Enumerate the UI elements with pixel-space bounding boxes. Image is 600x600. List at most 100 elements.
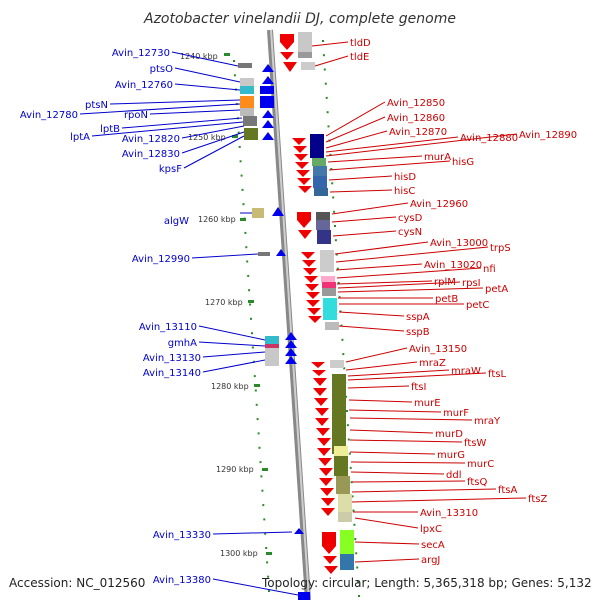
tick-label: 1240 kbp [180,52,218,61]
guide-dot [266,561,269,564]
gene-label-right: Avin_12860 [387,113,445,124]
gene-label-right: Avin_12850 [387,98,445,109]
guide-dot [337,281,340,284]
guide-dot [247,274,250,277]
guide-dot [322,40,324,42]
guide-dot [356,566,359,569]
gene-label-right: Avin_12960 [410,199,468,210]
gene-label-left: Avin_12830 [122,149,180,160]
guide-dot [242,203,245,206]
gene-label-right: Avin_13150 [409,344,467,355]
guide-dot [355,552,358,555]
gene-label-right: ftsZ [528,494,547,505]
accession-text: Accession: NC_012560 [9,576,145,590]
guide-dot [324,82,327,85]
genome-title: Azotobacter vinelandii DJ, complete geno… [143,11,456,27]
guide-dot [346,424,349,427]
gene-label-right: hisD [394,172,416,183]
guide-dot [326,111,329,114]
gene-label-left: lptB [100,124,120,135]
guide-dot [346,410,348,412]
gene-label-left: Avin_12760 [115,80,173,91]
gene-label-right: cysD [398,213,423,224]
guide-dot [349,466,352,469]
gene-label-right: Avin_12890 [519,130,577,141]
guide-dot [259,461,262,464]
guide-dot [334,239,337,242]
gene-label-right: murF [443,408,469,419]
guide-dot [336,267,339,270]
guide-dot [233,74,236,77]
guide-dot [341,338,344,341]
gene-label-left: Avin_12780 [20,110,78,121]
gene-label-right: mraY [474,416,501,427]
guide-dot [233,60,235,62]
gene-label-right: secA [421,540,445,551]
gene-label-right: lpxC [420,524,442,535]
guide-dot [245,246,248,249]
guide-dot [358,595,360,597]
gene-label-right: hisC [394,186,415,197]
gene-label-right: tldD [350,38,371,49]
gene-label-right: cysN [398,227,422,238]
guide-dot [339,310,342,313]
guide-dot [253,375,256,378]
guide-dot [327,125,330,128]
guide-dot [345,395,348,398]
guide-dot [268,590,270,592]
gene-label-right: Avin_12870 [389,127,447,138]
guide-dot [338,296,341,299]
gene-label-left: Avin_12990 [132,254,190,265]
gene-label-right: nfi [483,264,496,275]
reverse-arrow-stack [292,138,338,574]
gene-label-right: sspA [406,312,430,323]
gene-label-right: ftsA [498,485,517,496]
guide-dot [332,196,335,199]
gene-label-right: Avin_13000 [430,238,488,249]
guide-dot [255,403,258,406]
gene-label-right: murE [414,398,441,409]
gene-label-right: ftsL [488,369,506,380]
guide-dot [256,418,259,421]
guide-dot [239,160,242,163]
reverse-strand-features [280,32,354,574]
gene-label-left: Avin_12730 [112,48,170,59]
guide-dot [258,446,261,449]
gene-label-left: gmhA [168,338,197,349]
gene-label-left: Avin_13380 [153,575,211,586]
genome-backbone [267,29,311,600]
gene-label-right: petC [466,300,489,311]
guide-dot [262,504,265,507]
gene-label-right: petB [435,294,458,305]
guide-dot [254,389,257,392]
gene-label-right: tldE [350,52,369,63]
guide-dot [343,367,346,370]
topology-text: Topology: circular; Length: 5,365,318 bp… [261,576,592,590]
guide-dot [352,509,355,512]
gene-label-right: murD [435,429,463,440]
guide-dot [248,289,251,292]
guide-dot [342,353,345,356]
guide-dot [329,153,332,156]
guide-dot [261,489,264,492]
guide-dot [351,495,354,498]
guide-dot [335,253,338,256]
guide-dot [347,438,350,441]
guide-dot [348,452,351,455]
guide-dot [350,481,353,484]
gene-label-right: hisG [452,157,474,168]
gene-label-right: rpsI [462,278,481,289]
gene-label-right: ftsQ [467,477,487,488]
gene-label-right: mraW [451,366,481,377]
guide-dot [246,260,249,263]
guide-dot [257,432,260,435]
guide-dot [264,532,267,535]
tick-label: 1250 kbp [188,133,226,142]
guide-dot [237,131,240,134]
gene-label-right: trpS [490,243,511,254]
guide-dot [244,231,247,234]
guide-dot [340,324,343,327]
gene-label-left: algW [164,216,189,227]
gene-label-left: kpsF [159,164,182,175]
